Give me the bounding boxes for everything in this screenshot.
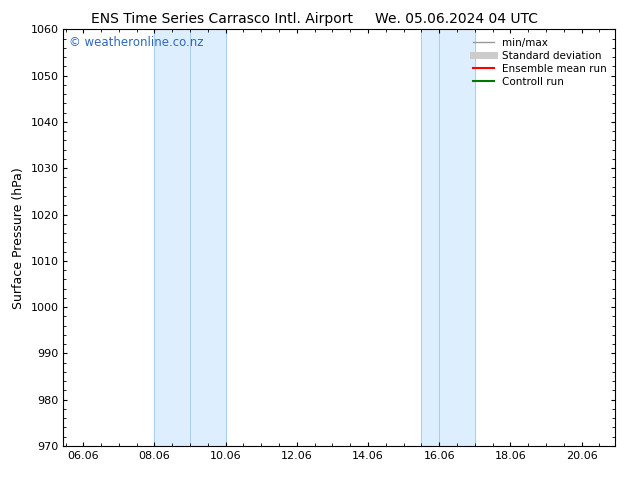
Text: © weatheronline.co.nz: © weatheronline.co.nz [69, 36, 204, 49]
Bar [155, 29, 226, 446]
Bar [422, 29, 475, 446]
Legend: min/max, Standard deviation, Ensemble mean run, Controll run: min/max, Standard deviation, Ensemble me… [470, 35, 610, 90]
Y-axis label: Surface Pressure (hPa): Surface Pressure (hPa) [12, 167, 25, 309]
Text: We. 05.06.2024 04 UTC: We. 05.06.2024 04 UTC [375, 12, 538, 26]
Text: ENS Time Series Carrasco Intl. Airport: ENS Time Series Carrasco Intl. Airport [91, 12, 353, 26]
